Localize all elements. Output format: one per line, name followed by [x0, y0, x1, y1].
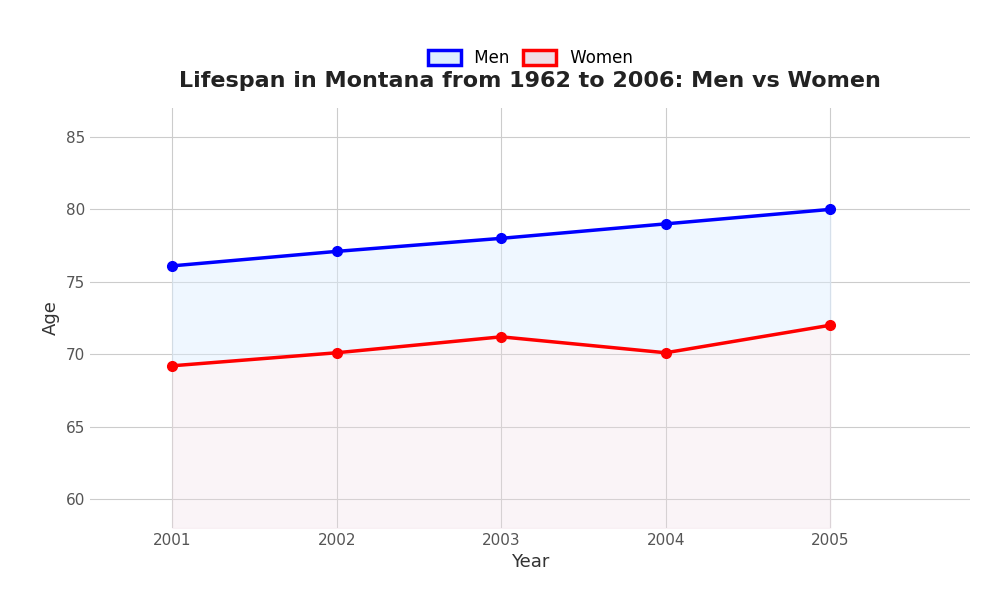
Y-axis label: Age: Age — [42, 301, 60, 335]
Legend:  Men,  Women: Men, Women — [428, 49, 632, 67]
X-axis label: Year: Year — [511, 553, 549, 571]
Title: Lifespan in Montana from 1962 to 2006: Men vs Women: Lifespan in Montana from 1962 to 2006: M… — [179, 71, 881, 91]
